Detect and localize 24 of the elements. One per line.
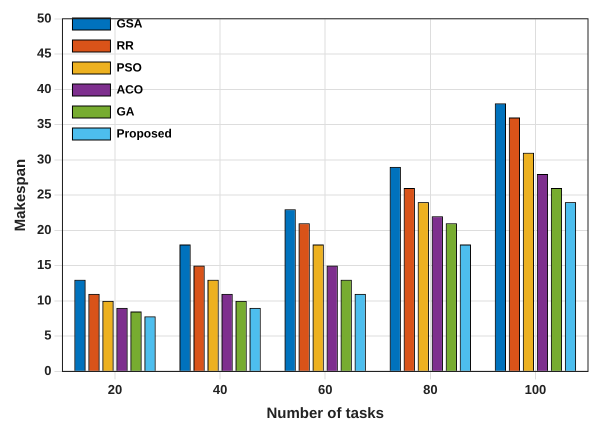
y-axis-title: Makespan — [12, 158, 30, 232]
legend-label: ACO — [116, 82, 144, 96]
y-tick-label: 50 — [36, 10, 52, 26]
y-tick-label: 35 — [36, 116, 52, 132]
legend-label: Proposed — [116, 126, 172, 140]
legend-label: GA — [116, 104, 135, 118]
x-axis-title: Number of tasks — [266, 405, 384, 422]
y-tick-label: 10 — [36, 292, 52, 308]
y-tick-label: 5 — [44, 328, 52, 343]
y-tick-label: 30 — [36, 151, 52, 166]
x-tick-label: 40 — [212, 382, 228, 397]
y-tick-label: 25 — [36, 186, 52, 202]
y-tick-label: 0 — [44, 362, 52, 378]
legend-label: PSO — [116, 60, 142, 74]
y-tick-label: 15 — [36, 257, 52, 272]
legend-label: RR — [116, 38, 134, 52]
x-tick-label: 100 — [524, 382, 546, 397]
y-tick-label: 45 — [36, 46, 52, 61]
x-tick-label: 60 — [318, 382, 332, 397]
x-tick-label: 20 — [108, 382, 122, 397]
y-tick-label: 20 — [36, 222, 52, 237]
y-tick-label: 40 — [36, 80, 52, 96]
legend-label: GSA — [116, 16, 143, 30]
x-tick-label: 80 — [423, 382, 438, 397]
